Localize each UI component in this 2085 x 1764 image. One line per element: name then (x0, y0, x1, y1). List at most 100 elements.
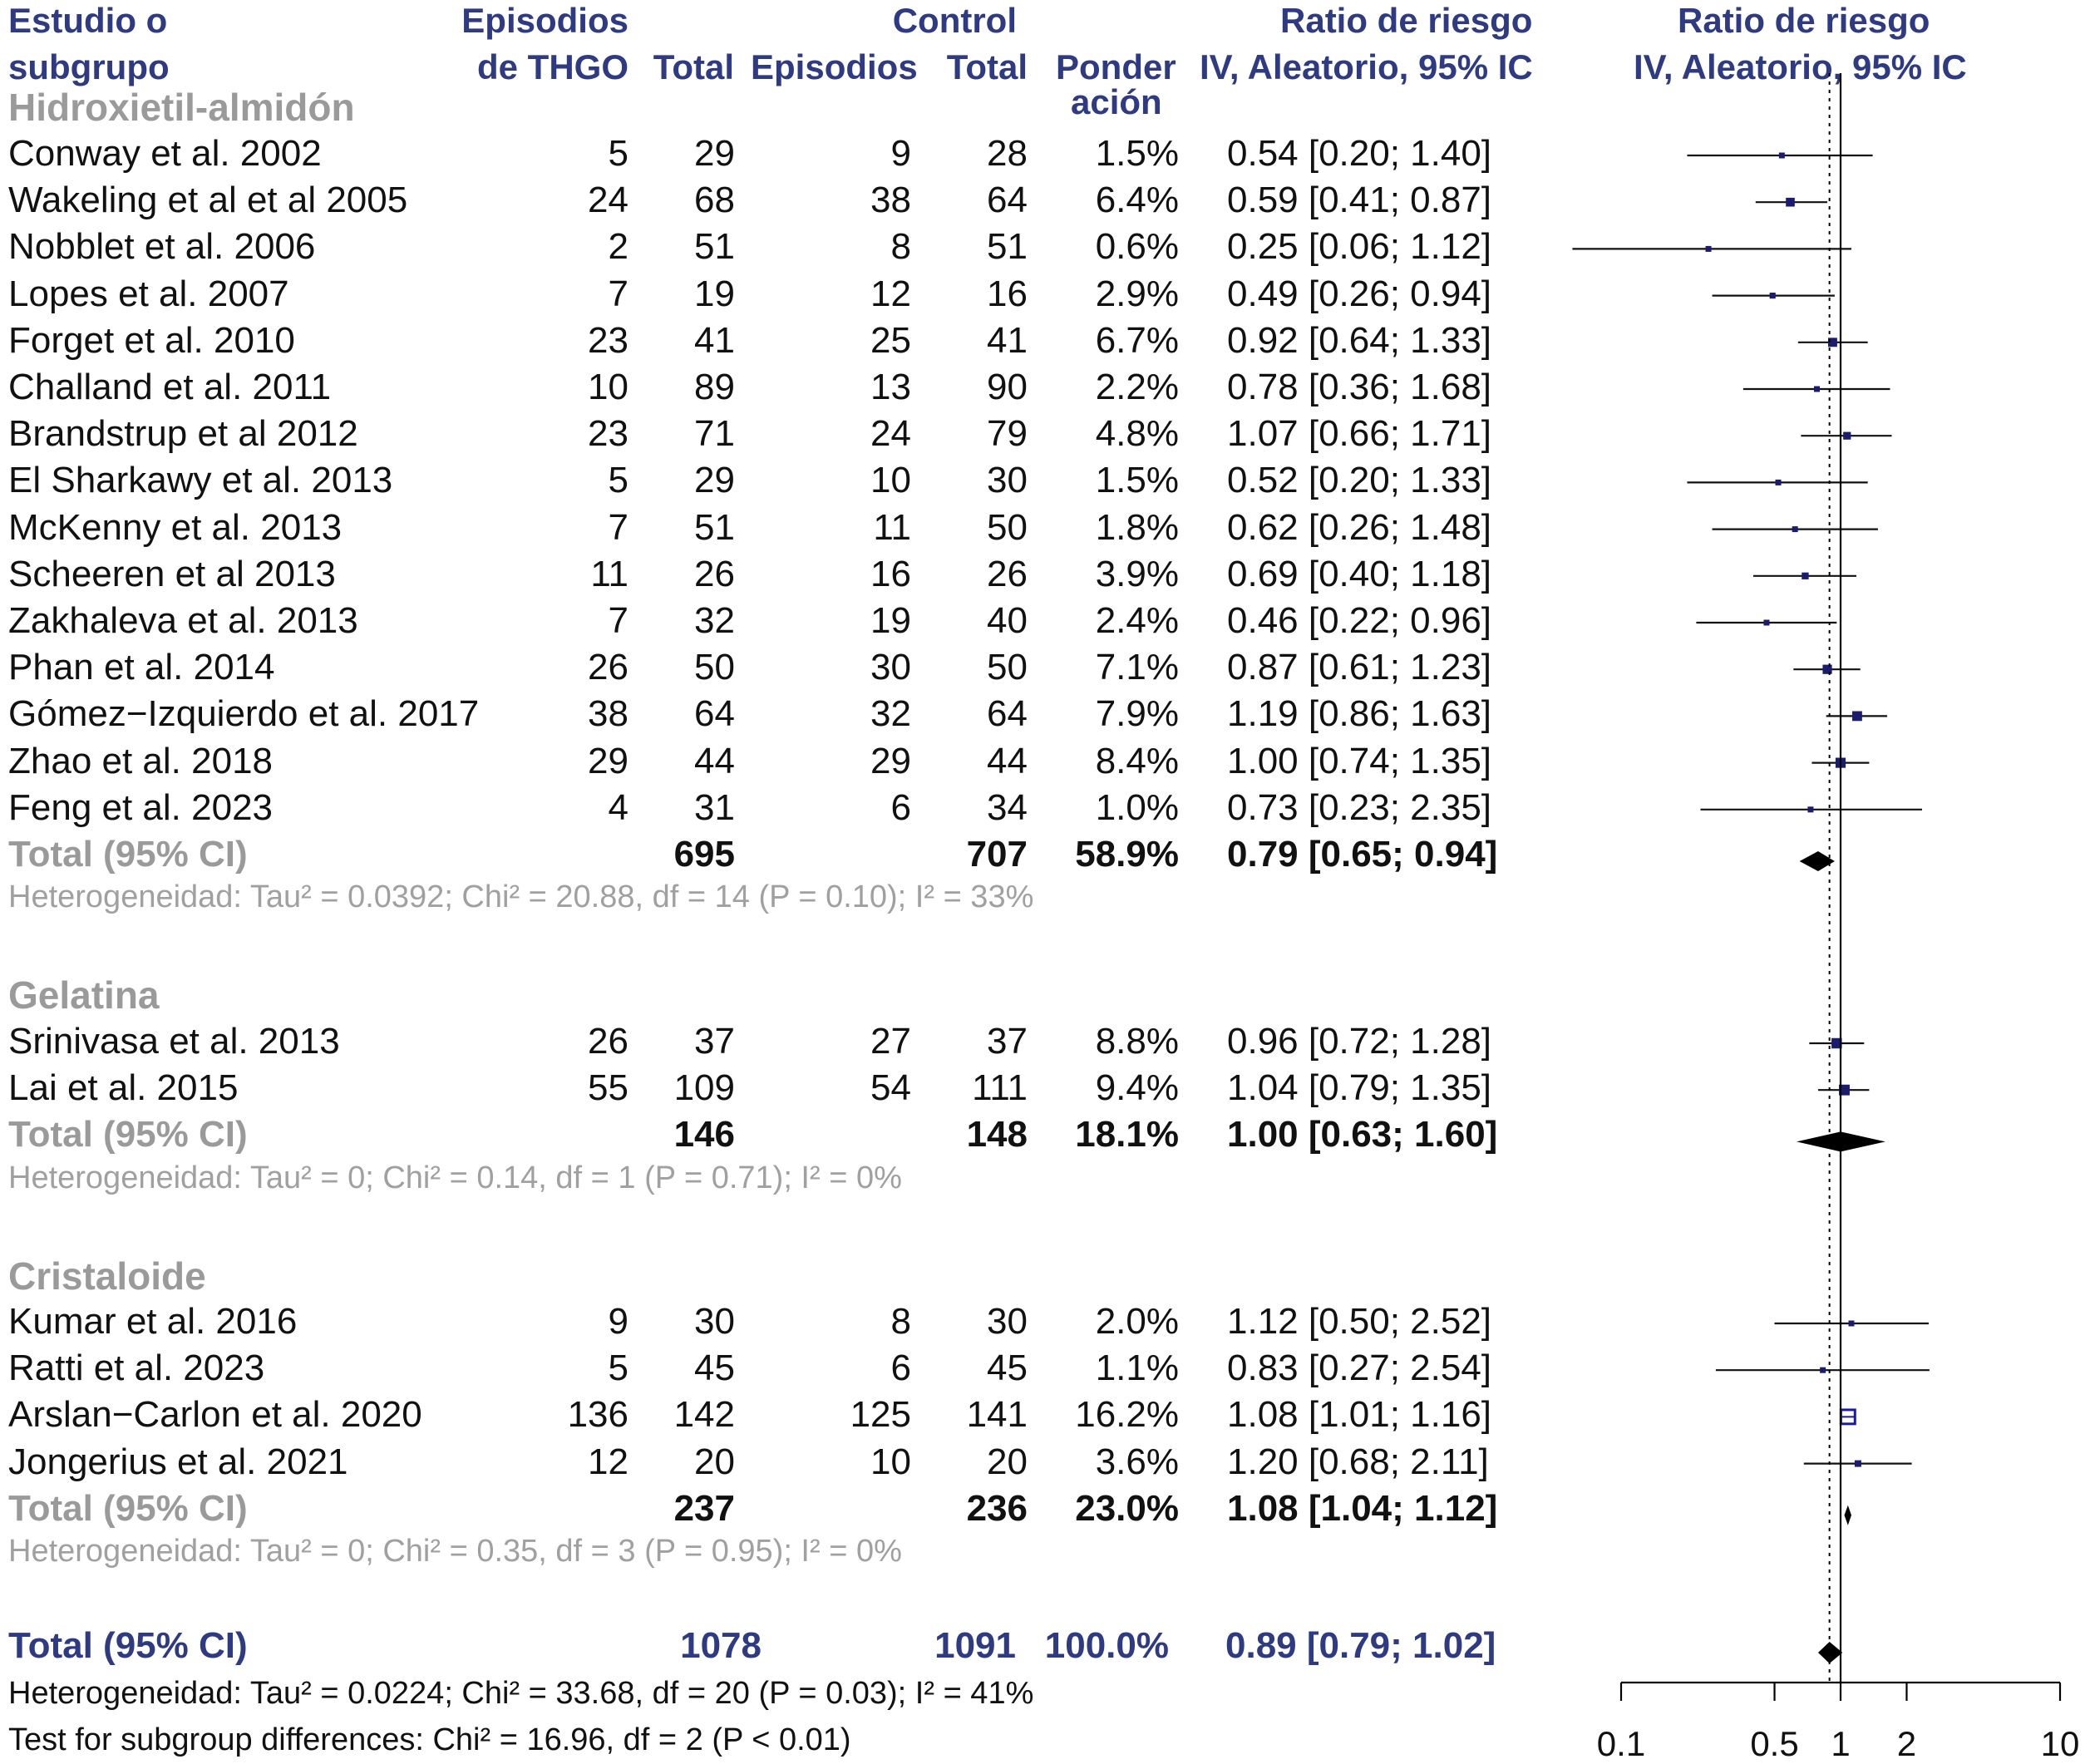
effect-square (1792, 526, 1798, 533)
header-plot-line2: IV, Aleatorio, 95% IC (1634, 47, 1967, 86)
risk-ratio-ci: 0.59 [0.41; 0.87] (1227, 180, 1492, 221)
total-control: 34 (987, 786, 1028, 828)
study-name: Lai et al. 2015 (8, 1067, 239, 1109)
effect-square (1822, 664, 1832, 674)
total-control: 30 (987, 460, 1028, 501)
events-control: 54 (870, 1067, 911, 1109)
events-experimental: 7 (608, 273, 628, 314)
risk-ratio-ci: 0.83 [0.27; 2.54] (1227, 1348, 1492, 1389)
events-control: 125 (850, 1394, 911, 1436)
risk-ratio-ci: 1.00 [0.74; 1.35] (1227, 740, 1492, 781)
subgroup-total-experimental: 146 (673, 1114, 735, 1155)
effect-square (1848, 1320, 1855, 1327)
study-name: Zakhaleva et al. 2013 (8, 600, 358, 641)
risk-ratio-ci: 0.62 [0.26; 1.48] (1227, 506, 1492, 548)
events-experimental: 23 (588, 319, 628, 361)
weight: 4.8% (1095, 413, 1179, 455)
total-control: 26 (987, 553, 1028, 594)
study-name: Lopes et al. 2007 (8, 273, 289, 314)
events-control: 8 (890, 1301, 911, 1342)
total-experimental: 32 (694, 600, 735, 641)
subgroup-total-ci: 0.79 [0.65; 0.94] (1227, 834, 1498, 875)
subgroup-total-experimental: 237 (673, 1487, 735, 1529)
events-experimental: 23 (588, 413, 628, 455)
events-experimental: 9 (608, 1301, 628, 1342)
effect-square (1828, 338, 1837, 347)
events-control: 13 (870, 367, 911, 407)
total-experimental: 44 (694, 740, 735, 781)
x-tick-label: 2 (1897, 1724, 1916, 1763)
total-control: 44 (987, 740, 1028, 781)
subgroup-total-experimental: 695 (673, 834, 735, 875)
subgroup-total-weight: 23.0% (1075, 1487, 1179, 1529)
subgroup-title: Cristaloide (8, 1254, 206, 1298)
weight: 3.9% (1095, 553, 1179, 594)
total-control: 40 (987, 600, 1028, 641)
events-experimental: 2 (608, 226, 628, 268)
study-name: Ratti et al. 2023 (8, 1348, 265, 1389)
total-experimental: 68 (694, 180, 735, 221)
header-control: Control (892, 1, 1017, 40)
total-control: 50 (987, 506, 1028, 548)
subgroup-heterogeneity: Heterogeneidad: Tau² = 0; Chi² = 0.35, d… (8, 1534, 902, 1569)
x-tick-label: 1 (1831, 1724, 1850, 1763)
subgroup-total-ci: 1.08 [1.04; 1.12] (1227, 1487, 1498, 1529)
risk-ratio-ci: 0.54 [0.20; 1.40] (1227, 133, 1492, 174)
total-control: 45 (987, 1348, 1028, 1389)
total-control: 37 (987, 1021, 1028, 1062)
weight: 7.1% (1095, 647, 1179, 688)
header-total-exp: Total (653, 47, 734, 86)
total-control: 141 (966, 1394, 1028, 1436)
events-control: 11 (873, 506, 911, 548)
events-control: 27 (870, 1021, 911, 1062)
effect-square (1839, 1084, 1850, 1096)
weight: 1.5% (1095, 460, 1179, 501)
weight: 7.9% (1095, 693, 1179, 735)
risk-ratio-ci: 0.87 [0.61; 1.23] (1227, 647, 1492, 688)
weight: 1.1% (1095, 1348, 1179, 1389)
total-control: 41 (987, 319, 1028, 361)
events-control: 38 (870, 180, 911, 221)
header-rr-line1: Ratio de riesgo (1280, 1, 1533, 40)
total-control: 90 (987, 367, 1028, 407)
risk-ratio-ci: 0.46 [0.22; 0.96] (1227, 600, 1492, 641)
subgroup-diamond (1799, 851, 1835, 871)
study-name: McKenny et al. 2013 (8, 506, 343, 548)
events-experimental: 38 (588, 693, 628, 735)
risk-ratio-ci: 0.52 [0.20; 1.33] (1227, 460, 1492, 501)
subgroup-title: Hidroxietil-almidón (8, 86, 355, 129)
risk-ratio-ci: 1.12 [0.50; 2.52] (1227, 1301, 1492, 1342)
header-study-line1: Estudio o (8, 1, 168, 40)
events-experimental: 7 (608, 600, 628, 641)
risk-ratio-ci: 1.19 [0.86; 1.63] (1227, 693, 1492, 735)
events-control: 29 (870, 740, 911, 781)
overall-total-label: Total (95% CI) (8, 1625, 248, 1666)
weight: 9.4% (1095, 1067, 1179, 1109)
events-control: 25 (870, 319, 911, 361)
study-name: Kumar et al. 2016 (8, 1301, 298, 1342)
subgroup-total-label: Total (95% CI) (8, 834, 248, 875)
risk-ratio-ci: 0.92 [0.64; 1.33] (1227, 319, 1492, 361)
overall-total-control: 1091 (934, 1625, 1016, 1666)
subgroup-differences-test: Test for subgroup differences: Chi² = 16… (8, 1722, 851, 1757)
total-control: 51 (987, 226, 1028, 268)
events-experimental: 12 (588, 1441, 628, 1482)
weight: 3.6% (1095, 1441, 1179, 1482)
effect-square (1786, 197, 1795, 207)
effect-square (1814, 386, 1821, 392)
events-control: 19 (870, 600, 911, 641)
study-name: Brandstrup et al 2012 (8, 413, 358, 455)
weight: 1.5% (1095, 133, 1179, 174)
events-experimental: 26 (588, 647, 628, 688)
subgroup-total-ci: 1.00 [0.63; 1.60] (1227, 1114, 1498, 1155)
risk-ratio-ci: 0.73 [0.23; 2.35] (1227, 786, 1492, 828)
subgroup-total-control: 707 (966, 834, 1028, 875)
header-control-total: Total (946, 47, 1028, 86)
total-control: 64 (987, 180, 1028, 221)
subgroup-total-weight: 18.1% (1075, 1114, 1179, 1155)
x-tick-label: 10 (2041, 1724, 2080, 1763)
total-control: 20 (987, 1441, 1028, 1482)
weight: 1.8% (1095, 506, 1179, 548)
subgroup-total-label: Total (95% CI) (8, 1114, 248, 1155)
